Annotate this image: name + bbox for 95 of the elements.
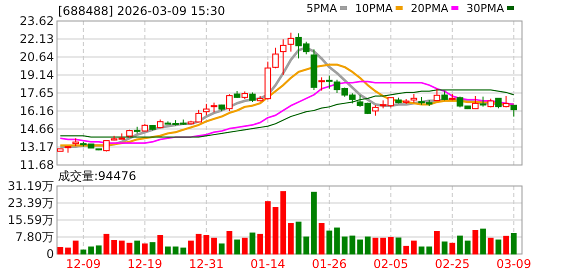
bar — [442, 242, 448, 254]
bar — [403, 246, 410, 254]
bar — [334, 228, 340, 254]
bar — [480, 228, 486, 254]
x-tick-label: 01-26 — [312, 257, 347, 271]
bar — [126, 242, 132, 254]
bar — [426, 246, 432, 254]
candlestick — [441, 90, 448, 101]
bar — [318, 222, 325, 254]
bar — [303, 236, 310, 254]
bar — [396, 238, 402, 254]
candlestick — [434, 88, 440, 102]
candlestick — [372, 104, 379, 116]
candlestick — [318, 76, 325, 92]
bar — [272, 207, 278, 254]
bar — [72, 240, 79, 254]
bar — [142, 243, 148, 254]
y-tick-label: 22.13 — [20, 32, 54, 46]
bar — [211, 238, 217, 254]
bar — [134, 240, 140, 254]
candlestick — [495, 98, 502, 109]
bar — [150, 242, 156, 254]
legend-label: 10PMA — [355, 2, 394, 15]
bar — [388, 236, 394, 254]
bar — [364, 236, 371, 254]
chart-title: [688488] 2026-03-09 15:30 — [58, 4, 226, 18]
bar — [280, 191, 286, 254]
bar — [188, 240, 194, 254]
y-tick-label: 16.16 — [20, 104, 54, 118]
x-tick-label: 12-09 — [66, 257, 101, 271]
bar — [488, 238, 494, 254]
y-tick-label: 23.62 — [20, 14, 54, 28]
candlestick — [480, 96, 486, 108]
bar — [250, 232, 256, 254]
bar — [196, 234, 202, 254]
bar — [342, 236, 348, 254]
bar — [418, 246, 424, 254]
legend-label: 30PMA — [466, 2, 504, 15]
y-tick-label: 7.80万 — [15, 230, 54, 244]
bar — [410, 240, 417, 254]
bar — [510, 233, 517, 254]
bar — [80, 250, 86, 254]
bar — [234, 240, 240, 254]
y-tick-label: 17.65 — [20, 86, 54, 100]
x-tick-label: 02-05 — [373, 257, 408, 271]
y-tick-label: 0 — [46, 247, 54, 261]
y-tick-label: 14.66 — [20, 122, 54, 136]
bar — [218, 243, 225, 254]
candlestick — [288, 32, 294, 52]
bar — [449, 242, 456, 254]
bar — [57, 246, 64, 254]
candlestick — [280, 38, 286, 76]
bar — [96, 245, 102, 254]
candlestick — [210, 102, 218, 113]
bar — [311, 192, 317, 254]
bar — [434, 231, 440, 254]
chart-title: 成交量:94476 — [58, 169, 136, 183]
bar — [180, 248, 186, 254]
bar — [472, 230, 478, 254]
bar — [464, 240, 471, 254]
candlestick — [249, 92, 256, 103]
x-tick-label: 12-31 — [188, 257, 224, 271]
bar — [503, 236, 509, 254]
y-tick-label: 23.39万 — [8, 196, 54, 210]
x-tick-label: 03-09 — [496, 257, 532, 271]
bar — [296, 222, 302, 254]
candlestick — [510, 104, 518, 118]
bar — [118, 240, 125, 254]
bar — [257, 234, 264, 254]
x-tick-label: 02-25 — [434, 257, 470, 271]
candlestick — [226, 94, 233, 112]
bar — [242, 238, 248, 254]
bar — [65, 248, 71, 254]
y-tick-label: 13.17 — [20, 140, 54, 154]
candlestick — [502, 96, 510, 108]
bar — [457, 236, 463, 254]
y-tick-label: 31.19万 — [8, 179, 54, 193]
x-tick-label: 01-14 — [250, 257, 286, 271]
bar — [203, 234, 210, 254]
y-tick-label: 11.68 — [20, 158, 54, 172]
x-tick-label: 12-19 — [127, 257, 162, 271]
bar — [226, 231, 232, 254]
bar — [288, 222, 294, 254]
bar — [88, 246, 94, 254]
y-tick-label: 15.59万 — [8, 213, 54, 228]
bar — [496, 240, 502, 254]
legend-label: 20PMA — [410, 2, 449, 15]
candlestick — [472, 96, 479, 110]
bar — [326, 230, 332, 254]
y-tick-label: 20.64 — [20, 50, 54, 64]
bar — [157, 234, 164, 254]
candlestick — [203, 103, 210, 116]
legend-label: 5PMA — [306, 2, 338, 15]
y-tick-label: 19.14 — [20, 68, 54, 82]
bar — [264, 201, 271, 254]
